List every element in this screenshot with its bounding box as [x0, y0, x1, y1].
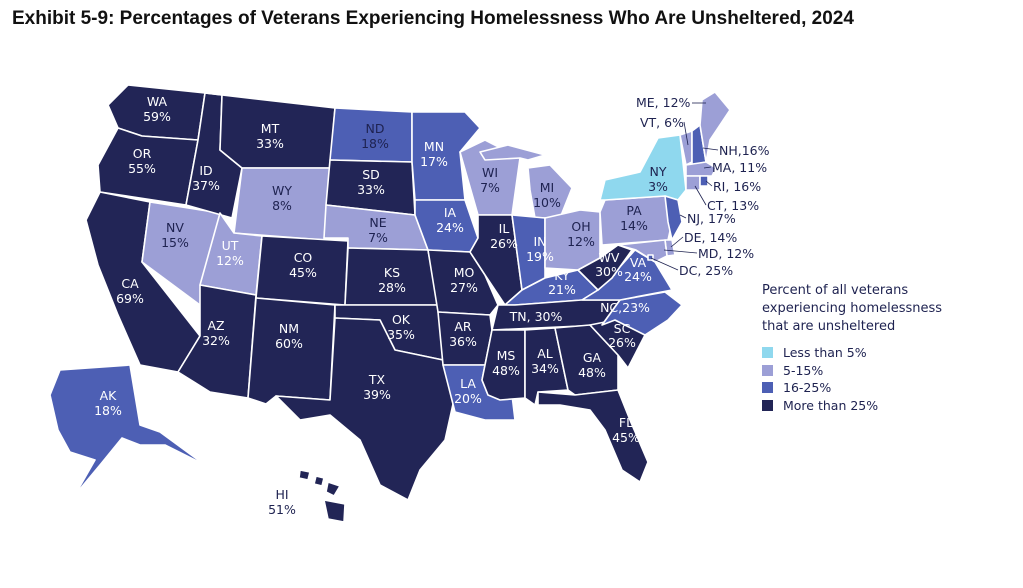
label-nm: NM 60%	[275, 321, 303, 351]
legend: Percent of all veterans experiencing hom…	[762, 282, 962, 414]
label-mi: MI 10%	[533, 180, 561, 210]
state-nj[interactable]	[664, 195, 683, 241]
legend-items: Less than 5% 5-15% 16-25% More than 25%	[762, 344, 962, 414]
legend-item: 16-25%	[762, 379, 962, 397]
callout-vt: VT, 6%	[640, 115, 684, 130]
label-id: ID 37%	[192, 163, 220, 193]
label-mn: MN 17%	[420, 139, 448, 169]
label-pa: PA 14%	[620, 203, 648, 233]
label-wi: WI 7%	[480, 165, 500, 195]
legend-label: 5-15%	[783, 362, 824, 378]
label-nv: NV 15%	[161, 220, 189, 250]
label-co: CO 45%	[289, 250, 317, 280]
label-or: OR 55%	[128, 146, 156, 176]
legend-title: Percent of all veterans experiencing hom…	[762, 283, 943, 334]
state-ct[interactable]	[685, 175, 701, 191]
label-ga: GA 48%	[578, 350, 606, 380]
label-mo: MO 27%	[450, 265, 478, 295]
state-nm[interactable]	[247, 297, 336, 405]
state-labels: WA 59% OR 55% CA 69% ID 37% NV 15% MT 33% WY 8%…	[94, 94, 668, 517]
state-wv[interactable]	[577, 244, 633, 291]
state-hi[interactable]	[298, 469, 346, 523]
label-va: VA 24%	[624, 255, 652, 284]
callout-leaders	[650, 102, 719, 271]
legend-label: Less than 5%	[783, 345, 867, 361]
state-md[interactable]	[617, 239, 668, 263]
legend-item: Less than 5%	[762, 344, 962, 362]
label-al: AL 34%	[531, 346, 559, 376]
state-fl[interactable]	[537, 389, 649, 483]
label-ia: IA 24%	[436, 205, 464, 235]
label-hi: HI 51%	[268, 487, 296, 517]
label-la: LA 20%	[454, 376, 482, 406]
label-ar: AR 36%	[449, 319, 477, 349]
label-sd: SD 33%	[357, 167, 385, 197]
label-in: IN 19%	[526, 234, 554, 264]
callout-ct: CT, 13%	[707, 198, 759, 213]
label-nd: ND 18%	[361, 121, 389, 151]
label-ut: UT 12%	[216, 238, 244, 268]
legend-item: More than 25%	[762, 397, 962, 415]
label-fl: FL 45%	[612, 415, 640, 445]
legend-label: 16-25%	[783, 380, 832, 396]
state-ri[interactable]	[699, 175, 709, 187]
legend-item: 5-15%	[762, 362, 962, 380]
label-ny: NY 3%	[648, 164, 668, 194]
state-ak[interactable]	[49, 364, 206, 496]
label-ms: MS 48%	[492, 348, 520, 378]
label-ky: KY 21%	[548, 268, 576, 297]
state-ma[interactable]	[685, 161, 717, 177]
label-tx: TX 39%	[363, 372, 391, 402]
label-ne: NE 7%	[368, 215, 388, 245]
callout-md: MD, 12%	[698, 246, 754, 261]
label-ok: OK 35%	[387, 312, 415, 342]
label-wy: WY 8%	[272, 183, 292, 213]
state-mn[interactable]	[411, 111, 481, 201]
label-ks: KS 28%	[378, 265, 406, 295]
label-sc: SC 26%	[608, 321, 636, 350]
state-ny[interactable]	[599, 134, 687, 201]
callout-ma: MA, 11%	[712, 160, 767, 175]
legend-swatch	[762, 347, 773, 359]
label-il: IL 26%	[490, 221, 518, 251]
label-ak: AK 18%	[94, 388, 122, 418]
state-dc[interactable]	[647, 254, 654, 261]
callout-nj: NJ, 17%	[687, 211, 736, 226]
callout-dc: DC, 25%	[679, 263, 733, 278]
label-ca: CA 69%	[116, 276, 144, 306]
callout-ri: RI, 16%	[713, 179, 761, 194]
label-wa: WA 59%	[143, 94, 171, 124]
label-oh: OH 12%	[567, 219, 595, 249]
state-az[interactable]	[177, 284, 257, 399]
callout-nh: NH,16%	[719, 143, 770, 158]
label-az: AZ 32%	[202, 318, 230, 348]
legend-swatch	[762, 399, 773, 411]
legend-swatch	[762, 382, 773, 394]
label-wv: WV 30%	[595, 250, 623, 279]
callout-labels: ME, 12% VT, 6% NH,16% MA, 11% RI, 16% CT…	[509, 95, 770, 324]
page-title: Exhibit 5-9: Percentages of Veterans Exp…	[12, 8, 854, 29]
callout-nc: NC,23%	[600, 300, 650, 315]
state-tx[interactable]	[275, 317, 456, 501]
label-mt: MT 33%	[256, 121, 284, 151]
callout-tn: TN, 30%	[509, 309, 563, 324]
callout-de: DE, 14%	[684, 230, 737, 245]
legend-swatch	[762, 364, 773, 376]
legend-label: More than 25%	[783, 397, 879, 413]
callout-me: ME, 12%	[636, 95, 691, 110]
